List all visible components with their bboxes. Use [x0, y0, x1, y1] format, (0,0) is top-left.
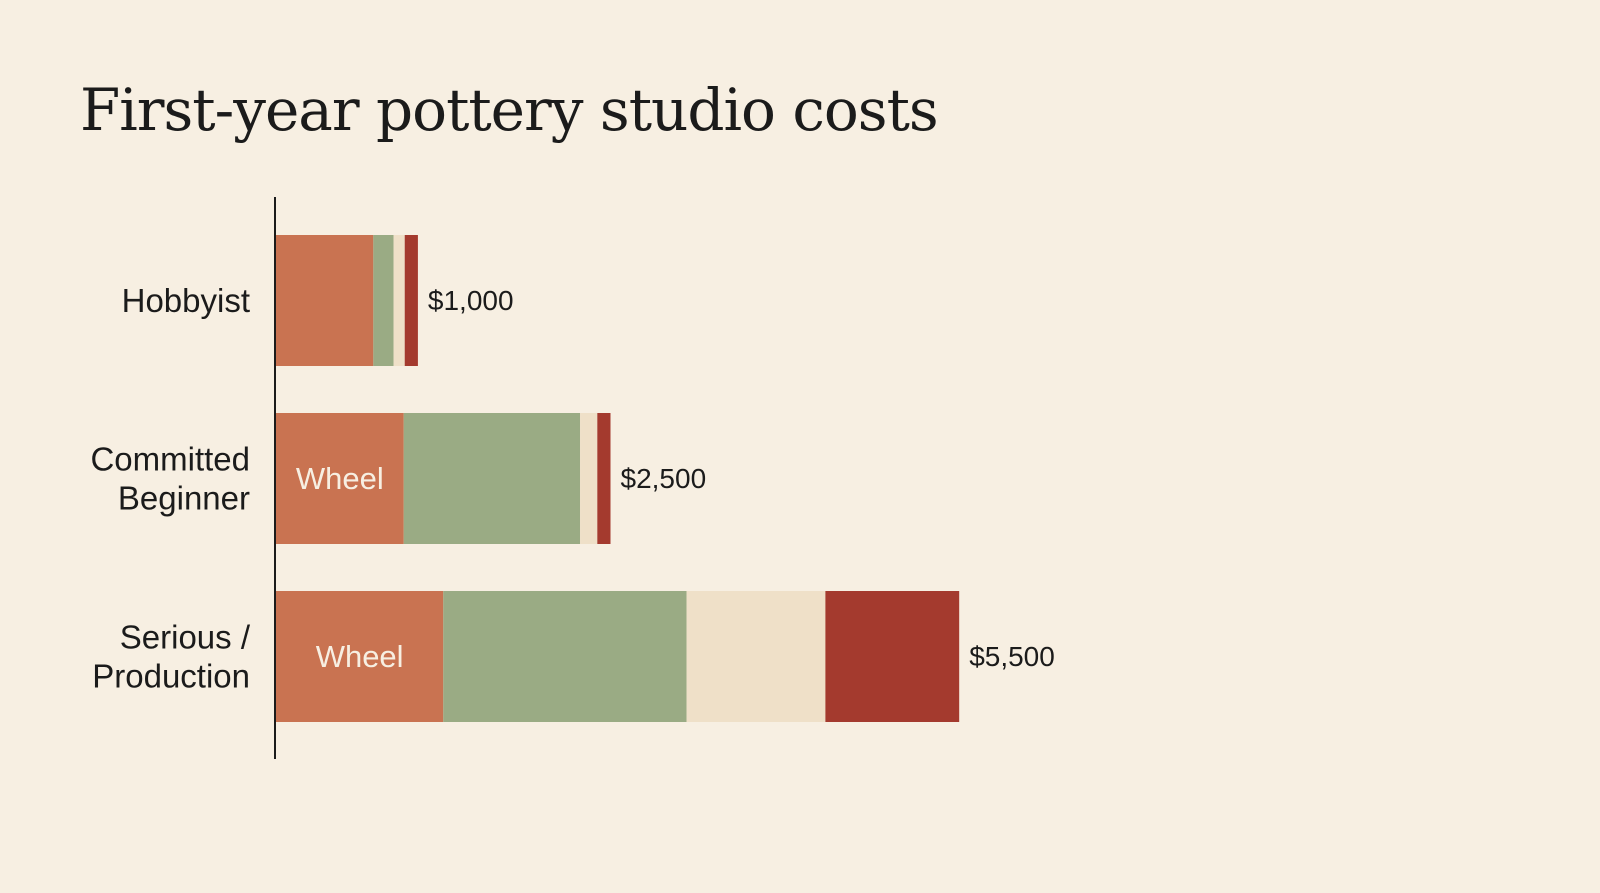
bar-segment — [276, 591, 444, 722]
category-label: Serious / — [120, 619, 251, 656]
bar-segment — [404, 235, 418, 366]
bar-segment — [373, 235, 394, 366]
category-label: Beginner — [118, 480, 250, 517]
bar-segment — [825, 591, 960, 722]
bar-segment — [276, 235, 374, 366]
chart-title: First-year pottery studio costs — [80, 76, 939, 144]
bar-segment — [443, 591, 687, 722]
segment-label: Wheel — [316, 639, 404, 674]
category-label: Committed — [90, 441, 250, 478]
total-label: $1,000 — [428, 285, 514, 316]
bar-segment — [393, 235, 405, 366]
bar-segment — [580, 413, 598, 544]
bar-segment — [686, 591, 826, 722]
total-label: $5,500 — [969, 641, 1055, 672]
bar-segment — [403, 413, 581, 544]
segment-label: Wheel — [296, 461, 384, 496]
category-label: Hobbyist — [122, 282, 250, 319]
category-label: Production — [92, 658, 250, 695]
bar-segment — [276, 413, 404, 544]
bar-segment — [597, 413, 611, 544]
total-label: $2,500 — [621, 463, 707, 494]
